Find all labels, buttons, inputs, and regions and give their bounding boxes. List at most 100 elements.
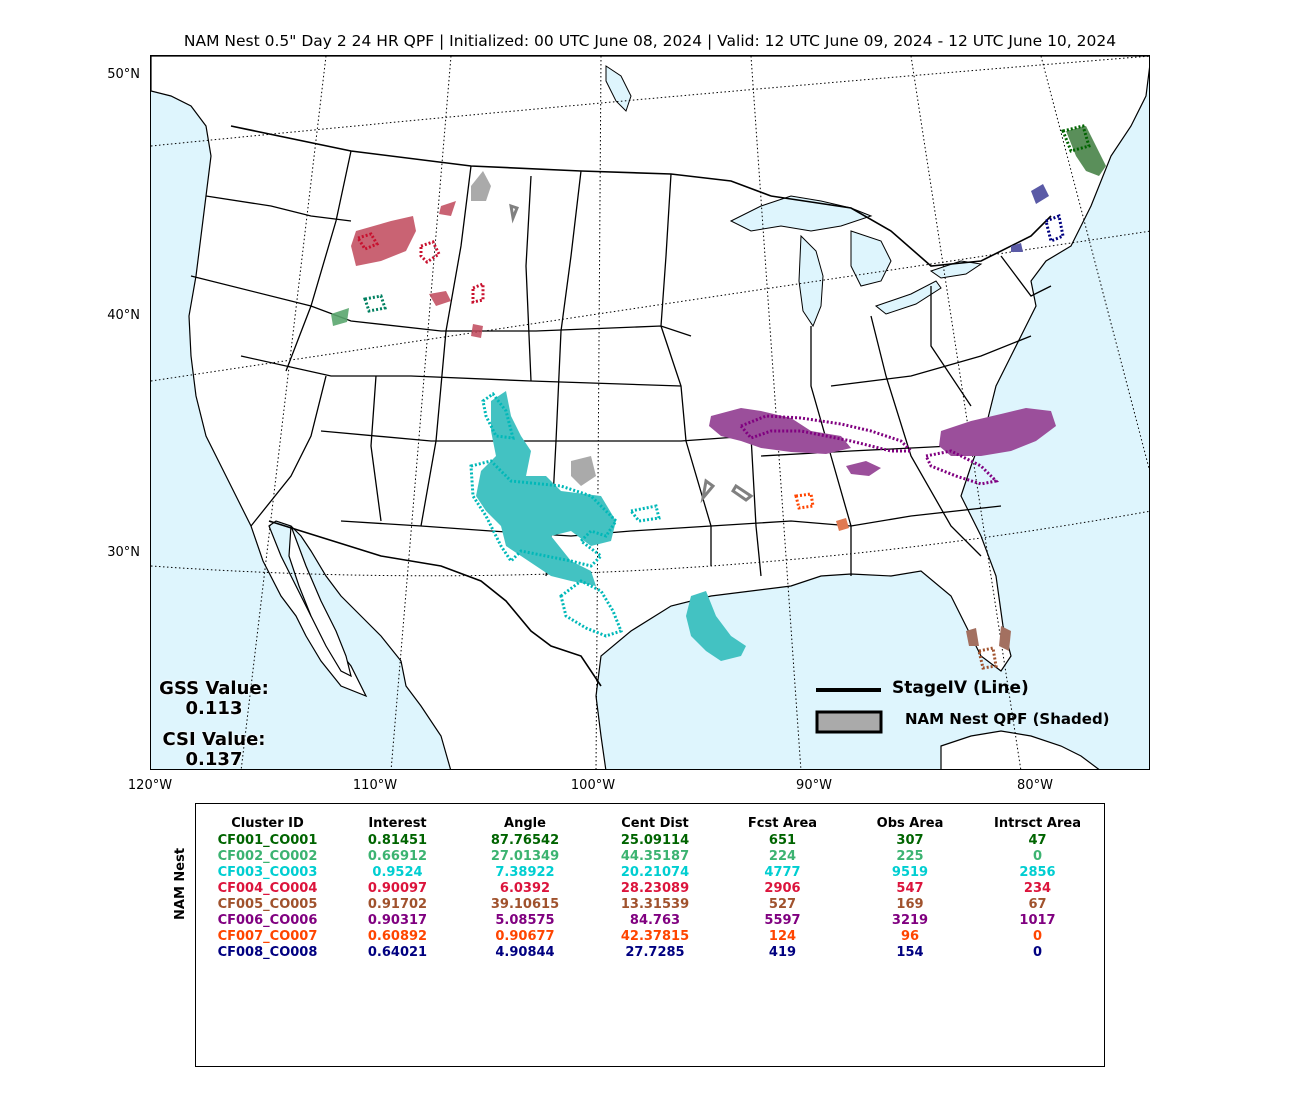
table-row: CF002_CO002 0.66912 27.01349 44.35187 224 225… [200,848,1100,864]
table-cell: 224 [768,848,797,864]
table-cell: CF007_CO007 [217,928,318,944]
map-panel [150,55,1150,770]
table-row: CF007_CO007 0.60892 0.90677 42.37815 124 96 0 [200,928,1100,944]
legend-line-label: StageIV (Line) [892,678,1029,698]
table-cell: 96 [900,928,920,944]
table-cell: CF005_CO005 [217,896,318,912]
table-cell: CF002_CO002 [217,848,318,864]
table-cell: 0.9524 [372,864,423,880]
table-cell: 47 [1028,832,1047,848]
forecast-shaded [331,126,1106,661]
table-body: CF001_CO001 0.81451 87.76542 25.09114 651 307… [200,832,1100,960]
table-cell: 39.10615 [490,896,560,912]
map-canvas [151,56,1149,769]
table-cell: 225 [896,848,924,864]
legend-shaded-label: NAM Nest QPF (Shaded) [905,710,1110,728]
table-cell: 25.09114 [620,832,690,848]
lon-label-110: 110°W [352,778,398,793]
table-cell: 0.91702 [367,896,428,912]
table-header-row: Cluster ID Interest Angle Cent Dist Fcst… [200,814,1100,832]
table-cell: 419 [768,944,797,960]
table-cell: 0.60892 [367,928,428,944]
table-ylabel: NAM Nest [173,847,188,920]
gss-value: 0.113 [185,698,243,719]
stats-table: Cluster ID Interest Angle Cent Dist Fcst… [200,814,1100,960]
table-cell: 527 [768,896,797,912]
legend-shaded-swatch [815,710,883,734]
table-cell: 3219 [891,912,929,928]
table-cell: 0.81451 [367,832,428,848]
observed-outlines [355,124,1091,670]
table-cell: 4777 [764,864,801,880]
table-cell: 67 [1028,896,1047,912]
table-cell: CF008_CO008 [217,944,318,960]
table-cell: 0.64021 [367,944,428,960]
table-cell: 0 [1032,944,1043,960]
table-row: CF001_CO001 0.81451 87.76542 25.09114 651 307… [200,832,1100,848]
table-cell: 27.7285 [625,944,685,960]
lon-label-100: 100°W [570,778,616,793]
table-row: CF008_CO008 0.64021 4.90844 27.7285 419 154 0 [200,944,1100,960]
table-cell: 7.38922 [495,864,555,880]
header-fcst-area: Fcst Area [747,815,818,831]
table-cell: 5597 [764,912,801,928]
header-obs-area: Obs Area [876,815,944,831]
table-cell: 0.90097 [367,880,428,896]
table-cell: 9519 [891,864,929,880]
table-cell: CF001_CO001 [217,832,318,848]
table-row: CF006_CO006 0.90317 5.08575 84.763 5597 3219 1… [200,912,1100,928]
chart-title: NAM Nest 0.5" Day 2 24 HR QPF | Initiali… [183,32,1117,50]
table-cell: 169 [896,896,924,912]
lake-erie [874,280,942,315]
table-row: CF004_CO004 0.90097 6.0392 28.23089 2906 547 2… [200,880,1100,896]
table-cell: 44.35187 [620,848,690,864]
header-intrsct-area: Intrsct Area [994,815,1081,831]
table-cell: CF006_CO006 [217,912,318,928]
table-cell: 124 [768,928,797,944]
header-interest: Interest [368,815,427,831]
table-cell: CF004_CO004 [217,880,318,896]
lon-label-90: 90°W [796,778,832,793]
table-cell: 20.21074 [620,864,690,880]
table-cell: 6.0392 [499,880,551,896]
header-cent-dist: Cent Dist [621,815,689,831]
table-cell: 0.90317 [367,912,428,928]
lake-huron [850,230,892,287]
stats-table-box [195,803,1105,1067]
table-cell: 0 [1032,848,1043,864]
gss-label: GSS Value: [159,678,269,699]
table-cell: 234 [1023,880,1052,896]
csi-value: 0.137 [185,749,243,770]
lake-michigan [798,234,824,328]
table-cell: 0 [1032,928,1043,944]
csi-label: CSI Value: [162,729,266,750]
table-cell: 651 [768,832,797,848]
table-cell: 13.31539 [620,896,690,912]
header-cluster-id: Cluster ID [231,815,304,831]
lat-label-30: 30°N [107,545,140,560]
state-lines [190,150,1052,577]
cuba [940,730,1100,769]
table-cell: 1017 [1019,912,1056,928]
lat-label-50: 50°N [107,67,140,82]
table-cell: 547 [896,880,924,896]
table-cell: 2906 [764,880,801,896]
table-cell: 154 [896,944,924,960]
table-cell: 2856 [1019,864,1056,880]
table-cell: 4.90844 [495,944,555,960]
table-cell: CF003_CO003 [217,864,318,880]
lat-label-40: 40°N [107,308,140,323]
header-angle: Angle [504,815,546,831]
graticule [151,56,1149,769]
table-cell: 5.08575 [495,912,555,928]
lake-winnipeg [605,65,632,112]
table-cell: 87.76542 [490,832,560,848]
table-cell: 27.01349 [490,848,560,864]
lake-ontario [929,260,983,279]
table-row: CF005_CO005 0.91702 39.10615 13.31539 527 169… [200,896,1100,912]
baja-peninsula [288,525,352,678]
table-row: CF003_CO003 0.9524 7.38922 20.21074 4777 9519… [200,864,1100,880]
lon-label-120: 120°W [127,778,173,793]
table-cell: 28.23089 [620,880,690,896]
table-cell: 84.763 [629,912,681,928]
